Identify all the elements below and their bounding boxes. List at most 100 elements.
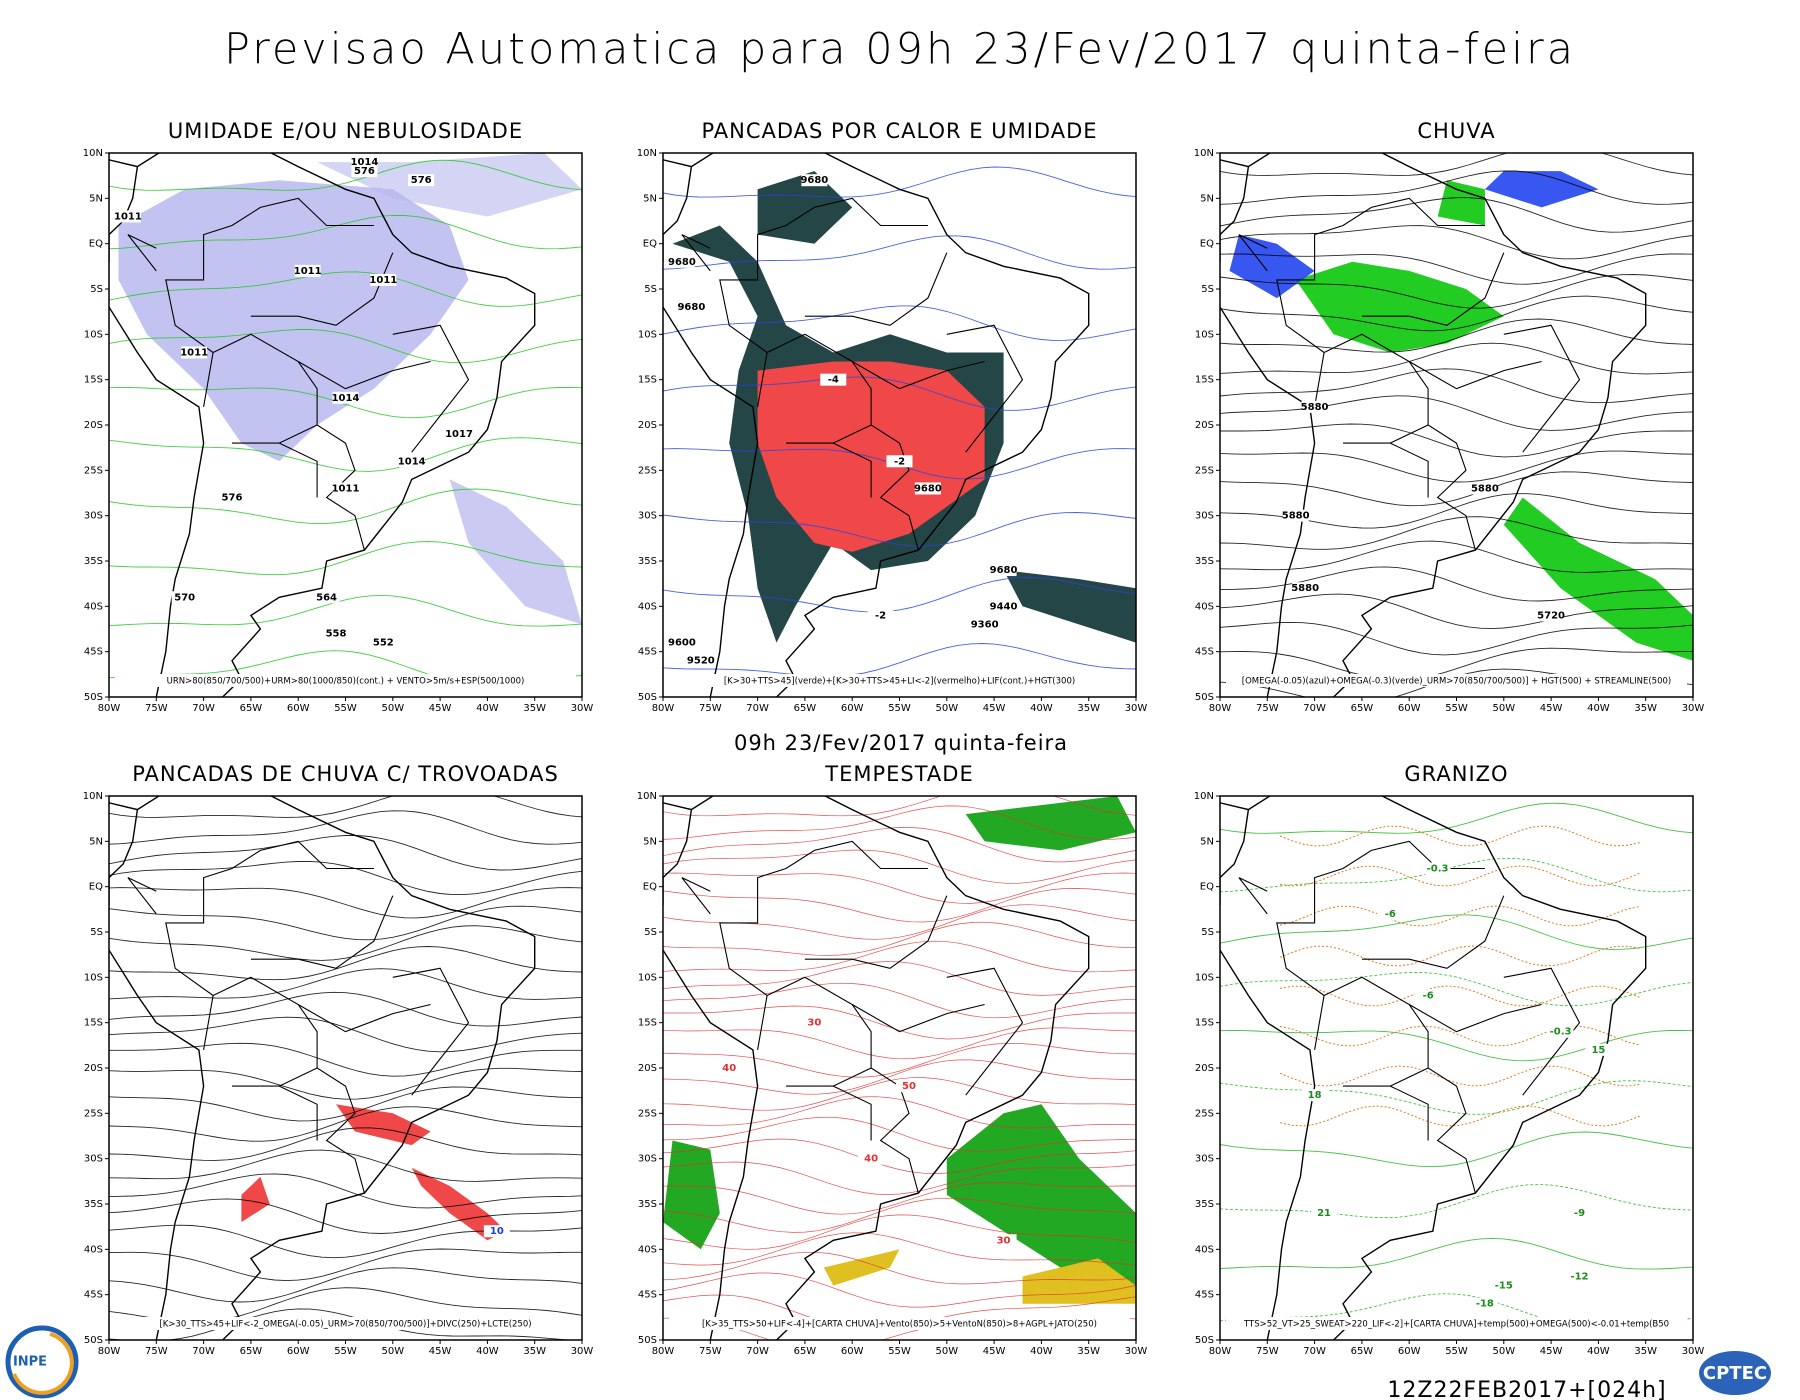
lat-label: 40S bbox=[1195, 1244, 1214, 1255]
contour-line bbox=[109, 1267, 582, 1303]
contour-line bbox=[663, 1251, 1136, 1285]
border bbox=[1323, 976, 1476, 1194]
lon-label: 70W bbox=[1303, 703, 1326, 714]
panel-title: GRANIZO bbox=[1404, 762, 1508, 786]
contour-line bbox=[1220, 318, 1693, 353]
lon-label: 55W bbox=[1445, 703, 1468, 714]
contour-label: -6 bbox=[1385, 909, 1396, 920]
lon-label: 65W bbox=[1351, 1346, 1374, 1357]
contour-label: 9360 bbox=[971, 619, 999, 630]
lon-label: 40W bbox=[1030, 1346, 1053, 1357]
border bbox=[212, 976, 365, 1194]
contour-line bbox=[109, 810, 582, 845]
contour-line bbox=[109, 887, 582, 919]
lat-label: 35S bbox=[1195, 1199, 1214, 1210]
panel-caption: URN>80(850/700/500)+URM>80(1000/850)(con… bbox=[167, 677, 525, 687]
contour-line bbox=[663, 1116, 1136, 1152]
contour-line bbox=[663, 940, 1136, 973]
lon-label: 75W bbox=[1256, 1346, 1279, 1357]
lat-label: 20S bbox=[638, 420, 657, 431]
contour-label: 9680 bbox=[668, 257, 696, 268]
contour-label: 1011 bbox=[294, 266, 322, 277]
lon-label: 40W bbox=[476, 703, 499, 714]
caption-bg bbox=[1226, 674, 1687, 687]
lat-label: 10N bbox=[637, 148, 657, 159]
field-area bbox=[411, 1167, 507, 1241]
contour-line bbox=[663, 512, 1136, 547]
cptec-logo: CPTEC bbox=[1699, 1351, 1771, 1395]
contour-line bbox=[1220, 857, 1693, 893]
map-panel: 40 30 50 40 30 [K>35_TTS>50+LIF<-4]+[CARTA CH… bbox=[637, 762, 1148, 1357]
contour-label-bg bbox=[1471, 1297, 1498, 1310]
contour-label-bg bbox=[716, 1062, 743, 1074]
contour-line bbox=[1220, 972, 1693, 1007]
contour-line bbox=[1279, 825, 1641, 847]
contour-label: 1014 bbox=[332, 393, 360, 404]
contour-line bbox=[663, 1182, 1136, 1215]
contour-line bbox=[1220, 593, 1693, 630]
contour-label-bg bbox=[218, 491, 245, 504]
caption-bg bbox=[1226, 1317, 1687, 1330]
lon-label: 65W bbox=[240, 703, 263, 714]
contour-line bbox=[663, 1272, 1136, 1308]
contour-line bbox=[663, 849, 1136, 884]
contour-label: 1017 bbox=[445, 429, 473, 440]
lat-label: 30S bbox=[84, 1154, 103, 1165]
contour-label-bg bbox=[914, 482, 941, 495]
contour-line bbox=[1220, 1131, 1693, 1168]
contour-line bbox=[1220, 342, 1693, 375]
coastline bbox=[663, 796, 1090, 1340]
lon-label: 80W bbox=[652, 1346, 675, 1357]
contour-line bbox=[663, 305, 1136, 341]
lat-label: 40S bbox=[84, 601, 103, 612]
border bbox=[1503, 324, 1581, 453]
border bbox=[946, 324, 1024, 453]
lon-label: 80W bbox=[98, 1346, 121, 1357]
contour-line bbox=[109, 271, 582, 307]
contour-label: 576 bbox=[354, 166, 375, 177]
border bbox=[297, 1003, 431, 1033]
contour-label: 10 bbox=[490, 1226, 504, 1237]
contour-line bbox=[1220, 274, 1693, 309]
run-label: 12Z22FEB2017+[024h] bbox=[1387, 1378, 1666, 1400]
contour-line bbox=[663, 888, 1136, 923]
map-area: 40 30 50 40 30 [K>35_TTS>50+LIF<-4]+[CARTA CH… bbox=[663, 796, 1136, 1340]
contour-line bbox=[109, 1308, 575, 1340]
border bbox=[681, 234, 711, 272]
contour-line bbox=[663, 982, 1136, 1019]
lat-label: 10N bbox=[637, 791, 657, 802]
lat-label: 30S bbox=[1195, 511, 1214, 522]
contour-line bbox=[663, 872, 1136, 904]
lat-label: 25S bbox=[1195, 1108, 1214, 1119]
contour-line bbox=[663, 1077, 1136, 1111]
contour-line bbox=[663, 376, 1136, 411]
lon-label: 50W bbox=[1492, 1346, 1515, 1357]
contour-line bbox=[1220, 540, 1693, 573]
contour-line bbox=[109, 860, 582, 896]
field-area bbox=[823, 1249, 900, 1286]
lon-label: 70W bbox=[746, 703, 769, 714]
coastline bbox=[663, 153, 1090, 697]
page-title: Previsao Automatica para 09h 23/Fev/2017… bbox=[224, 25, 1576, 75]
contour-line bbox=[1220, 1080, 1693, 1115]
contour-label-bg bbox=[687, 654, 714, 667]
lon-label: 65W bbox=[1351, 703, 1374, 714]
contour-line bbox=[1279, 1025, 1641, 1047]
border bbox=[946, 967, 1024, 1096]
contour-line bbox=[1220, 170, 1693, 205]
lon-label: 80W bbox=[652, 703, 675, 714]
contour-line bbox=[1220, 621, 1693, 656]
contour-label-bg bbox=[171, 591, 198, 604]
lat-label: 50S bbox=[1195, 1335, 1214, 1346]
lat-label: 25S bbox=[638, 465, 657, 476]
lon-label: 55W bbox=[888, 703, 911, 714]
panel-caption: [K>35_TTS>50+LIF<-4]+[CARTA CHUVA]+Vento… bbox=[702, 1320, 1097, 1330]
border bbox=[165, 840, 374, 1050]
border bbox=[127, 877, 157, 915]
contour-line bbox=[663, 1232, 1136, 1266]
contour-label: 1011 bbox=[114, 211, 142, 222]
lat-label: 30S bbox=[84, 511, 103, 522]
border bbox=[1238, 877, 1268, 915]
lon-label: 45W bbox=[1540, 703, 1563, 714]
border bbox=[804, 895, 948, 969]
